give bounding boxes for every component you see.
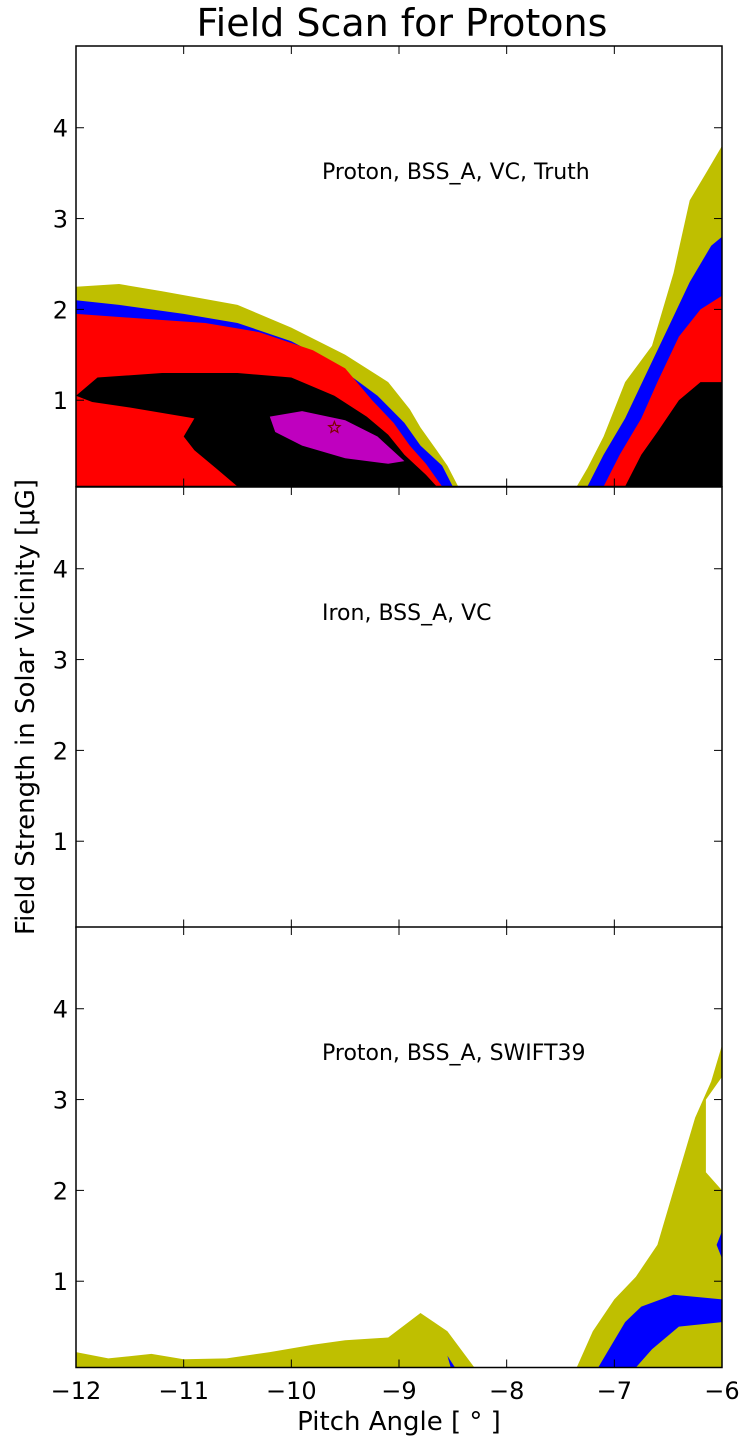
y-tick-label: 3 <box>53 1087 68 1115</box>
contour-region-level_1 <box>76 1313 475 1368</box>
y-tick-label: 2 <box>53 1177 68 1205</box>
x-tick-label: −8 <box>489 1377 524 1405</box>
x-tick-label: −7 <box>597 1377 632 1405</box>
panel-background <box>76 487 722 928</box>
x-tick-labels: −12 −11 −10 −9 −8 −7 −6 <box>51 1377 740 1405</box>
y-tick-label: 4 <box>53 996 68 1024</box>
y-tick-label: 1 <box>53 1268 68 1296</box>
panel-2: 1 2 3 4 Iron, BSS_A, VC <box>53 486 723 929</box>
x-tick-label: −9 <box>381 1377 416 1405</box>
y-axis-title: Field Strength in Solar Vicinity [μG] <box>11 479 41 935</box>
panel-label: Iron, BSS_A, VC <box>322 601 492 626</box>
y-tick-label: 2 <box>53 737 68 765</box>
contour-region-level_2 <box>716 1231 722 1259</box>
y-tick-label: 4 <box>53 556 68 584</box>
y-tick-label: 1 <box>53 387 68 415</box>
y-tick-label: 1 <box>53 828 68 856</box>
x-tick-label: −12 <box>51 1377 102 1405</box>
contour-regions <box>76 990 722 1368</box>
x-axis-title: Pitch Angle [ ° ] <box>297 1407 501 1437</box>
contour-region-level_2 <box>598 1294 722 1368</box>
contour-region-level_2 <box>447 1355 455 1368</box>
x-tick-label: −10 <box>266 1377 317 1405</box>
y-tick-label: 3 <box>53 206 68 234</box>
best-fit-star-marker <box>327 419 342 434</box>
x-tick-label: −11 <box>158 1377 209 1405</box>
y-tick-label: 3 <box>53 647 68 675</box>
x-tick-label: −6 <box>704 1377 739 1405</box>
panels-layer: 1 2 3 4 Proton, BSS_A, VC, Truth 1 2 3 4 Iron, BS… <box>53 45 723 1369</box>
contour-region-level_5 <box>269 411 405 464</box>
panel-background <box>76 927 722 1368</box>
contour-region-level_4 <box>625 382 722 487</box>
contour-region-level_1 <box>576 990 722 1368</box>
panel-frame <box>75 926 723 1369</box>
panel-3: 1 2 3 4 Proton, BSS_A, SWIFT39 <box>53 926 723 1369</box>
panel-label: Proton, BSS_A, VC, Truth <box>322 160 590 185</box>
panel-label: Proton, BSS_A, SWIFT39 <box>322 1041 586 1066</box>
panel-1: 1 2 3 4 Proton, BSS_A, VC, Truth <box>53 45 723 488</box>
chart-title: Field Scan for Protons <box>197 1 608 45</box>
y-tick-label: 2 <box>53 296 68 324</box>
y-tick-label: 4 <box>53 115 68 143</box>
contour-regions <box>76 91 722 487</box>
